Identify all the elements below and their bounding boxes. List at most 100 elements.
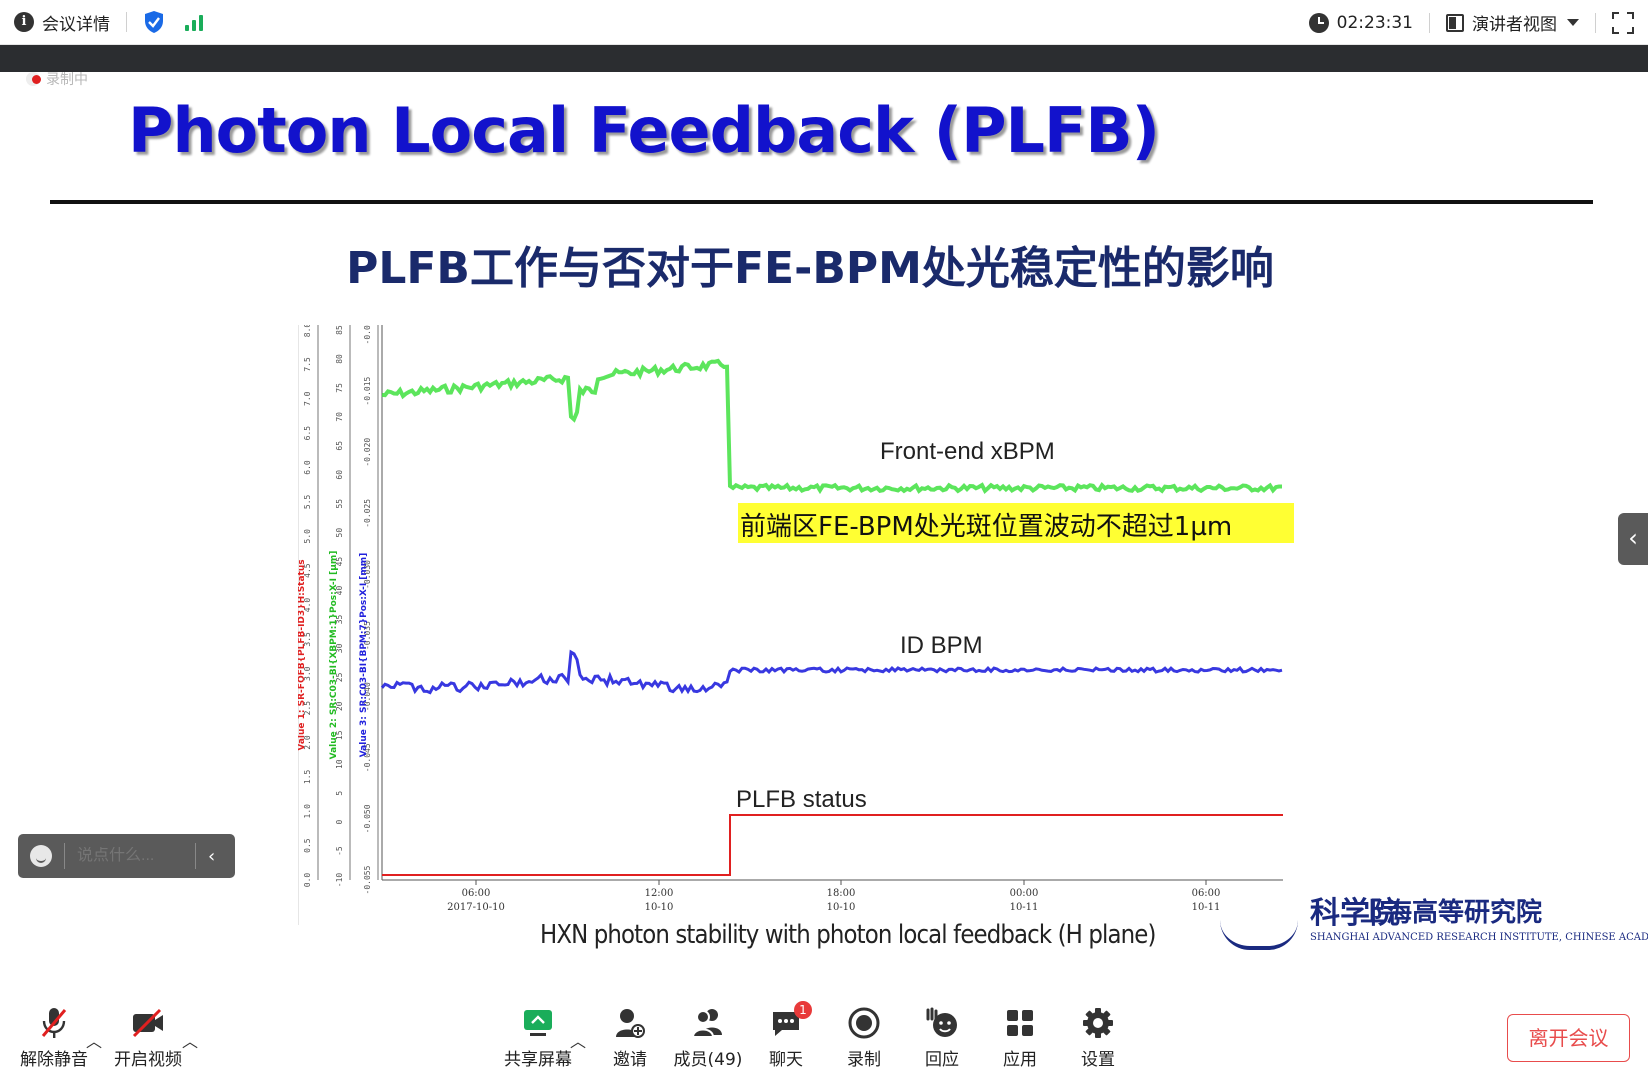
network-signal-icon[interactable]: [185, 13, 203, 31]
axis-1-tick: 6.0: [303, 460, 312, 475]
axis-2-label: Value 2: SR:C03-BI{XBPM:1}Pos:X-I [µm]: [329, 551, 339, 760]
side-panel-toggle[interactable]: ‹: [1618, 513, 1648, 565]
axis-1-tick: 2.0: [303, 735, 312, 750]
axis-3-label: Value 3: SR:C03-BI{BPM:7}Pos:X-I [mm]: [359, 553, 369, 758]
react-label: 回应: [925, 1050, 959, 1070]
share-options-icon[interactable]: ︿: [570, 1032, 587, 1051]
share-screen-icon: [524, 1010, 552, 1036]
record-label: 录制: [847, 1050, 881, 1070]
settings-button[interactable]: 设置: [1058, 1005, 1138, 1070]
axis-1-tick: 3.5: [303, 632, 312, 647]
x-tick-time: 06:00: [1192, 888, 1221, 899]
apps-icon: [1007, 1010, 1033, 1036]
share-status-bar: [0, 45, 1648, 72]
highlight-note-text: 前端区FE-BPM处光斑位置波动不超过1µm: [740, 512, 1232, 542]
emoji-icon[interactable]: [30, 845, 52, 867]
logo-mark: [1220, 920, 1298, 950]
axis-1-tick: 5.5: [303, 494, 312, 509]
axis-2-tick: 25: [335, 672, 344, 682]
axis-2-tick: 70: [335, 412, 344, 422]
id-bpm-label: ID BPM: [900, 632, 983, 659]
members-button[interactable]: 成员(49): [668, 1005, 748, 1070]
meeting-info-link[interactable]: 会议详情: [42, 14, 110, 35]
share-screen-label: 共享屏幕: [504, 1050, 572, 1070]
divider: [1595, 12, 1596, 33]
x-tick-time: 18:00: [827, 888, 856, 899]
record-icon: [848, 1007, 880, 1039]
unmute-button[interactable]: 解除静音: [14, 1005, 94, 1070]
start-video-button[interactable]: 开启视频: [108, 1005, 188, 1070]
members-label: 成员(49): [673, 1050, 743, 1070]
share-screen-button[interactable]: 共享屏幕: [498, 1005, 578, 1070]
x-tick-time: 12:00: [645, 888, 674, 899]
x-tick-date: 10-11: [1192, 902, 1221, 913]
recording-dot-icon: [26, 72, 41, 86]
axis-2-tick: -10: [335, 873, 344, 888]
axis-2-tick: 20: [335, 701, 344, 711]
fullscreen-icon[interactable]: [1612, 11, 1634, 34]
unmute-label: 解除静音: [20, 1050, 88, 1070]
axis-2-tick: 10: [335, 759, 344, 769]
axis-1-tick: 1.0: [303, 804, 312, 819]
axis-3-tick: -0.035: [363, 621, 372, 650]
chart-caption: HXN photon stability with photon local f…: [540, 920, 1156, 950]
shield-icon[interactable]: [143, 10, 165, 34]
camera-off-icon: [132, 1008, 163, 1038]
presenter-view-icon[interactable]: [1446, 13, 1464, 32]
audio-options-icon[interactable]: ︿: [86, 1032, 103, 1051]
highlight-note-background: [738, 503, 1294, 543]
axis-2-tick: -5: [335, 846, 344, 856]
chat-input[interactable]: [77, 847, 187, 865]
info-icon[interactable]: i: [14, 12, 34, 32]
axis-3-tick: -0.020: [363, 438, 372, 467]
recording-label: 录制中: [46, 72, 88, 88]
axis-1-tick: 8.0: [303, 325, 312, 337]
stability-chart: 0.0 0.5 1.0 1.5 2.0 2.5 3.0 3.5 4.0 4.5 5.0 5.5 6.0 6…: [298, 325, 1294, 925]
chat-icon: [773, 1012, 799, 1036]
chat-button[interactable]: 1 聊天: [746, 1001, 826, 1070]
video-options-icon[interactable]: ︿: [182, 1032, 199, 1051]
axis-3-tick: -0.010: [363, 325, 372, 344]
invite-button[interactable]: 邀请: [590, 1005, 670, 1070]
axis-1-tick: 7.5: [303, 357, 312, 372]
slide-title: Photon Local Feedback (PLFB): [128, 94, 1160, 167]
axis-1-tick: 5.0: [303, 529, 312, 544]
divider: [64, 843, 65, 869]
x-tick-date: 2017-10-10: [447, 902, 505, 913]
axis-1-tick: 3.0: [303, 666, 312, 681]
presenter-view-button[interactable]: 演讲者视图: [1472, 15, 1557, 35]
add-user-icon: [616, 1009, 645, 1038]
axis-2-tick: 65: [335, 441, 344, 451]
divider: [195, 843, 196, 869]
axis-2-tick: 60: [335, 470, 344, 480]
axis-2-tick: 30: [335, 643, 344, 653]
meeting-timer: 02:23:31: [1336, 12, 1413, 33]
axis-1-tick: 7.0: [303, 391, 312, 406]
x-tick-time: 00:00: [1010, 888, 1039, 899]
settings-label: 设置: [1081, 1050, 1115, 1070]
chat-unread-badge: 1: [794, 1001, 812, 1019]
axis-2-tick: 5: [335, 791, 344, 796]
chevron-left-icon[interactable]: ‹: [208, 845, 216, 867]
axis-3-tick: -0.040: [363, 682, 372, 711]
axis-2-tick: 0: [335, 820, 344, 825]
axis-1-tick: 6.5: [303, 426, 312, 441]
axis-2-tick: 50: [335, 528, 344, 538]
axis-3-tick: -0.045: [363, 743, 372, 772]
axis-2-tick: 75: [335, 383, 344, 393]
logo-glyph: 科学院: [1310, 896, 1400, 931]
axis-2-tick: 55: [335, 499, 344, 509]
apps-button[interactable]: 应用: [980, 1005, 1060, 1070]
react-button[interactable]: 回应: [902, 1005, 982, 1070]
axis-1-label: Value 1: SR-FOFB{PLFB-ID3}H:Status: [298, 559, 307, 750]
chat-quick-input[interactable]: ‹: [18, 834, 235, 878]
plfb-status-label: PLFB status: [736, 786, 867, 813]
chevron-down-icon[interactable]: [1567, 19, 1579, 26]
institute-logo: 科学院 上海高等研究院 SHANGHAI ADVANCED RESEARCH I…: [1220, 892, 1648, 950]
leave-meeting-button[interactable]: 离开会议: [1507, 1014, 1630, 1062]
axis-3-tick: -0.050: [363, 804, 372, 833]
axis-2-tick: 35: [335, 614, 344, 624]
reaction-icon: [926, 1007, 957, 1037]
record-button[interactable]: 录制: [824, 1005, 904, 1070]
axis-3-tick: -0.025: [363, 499, 372, 528]
